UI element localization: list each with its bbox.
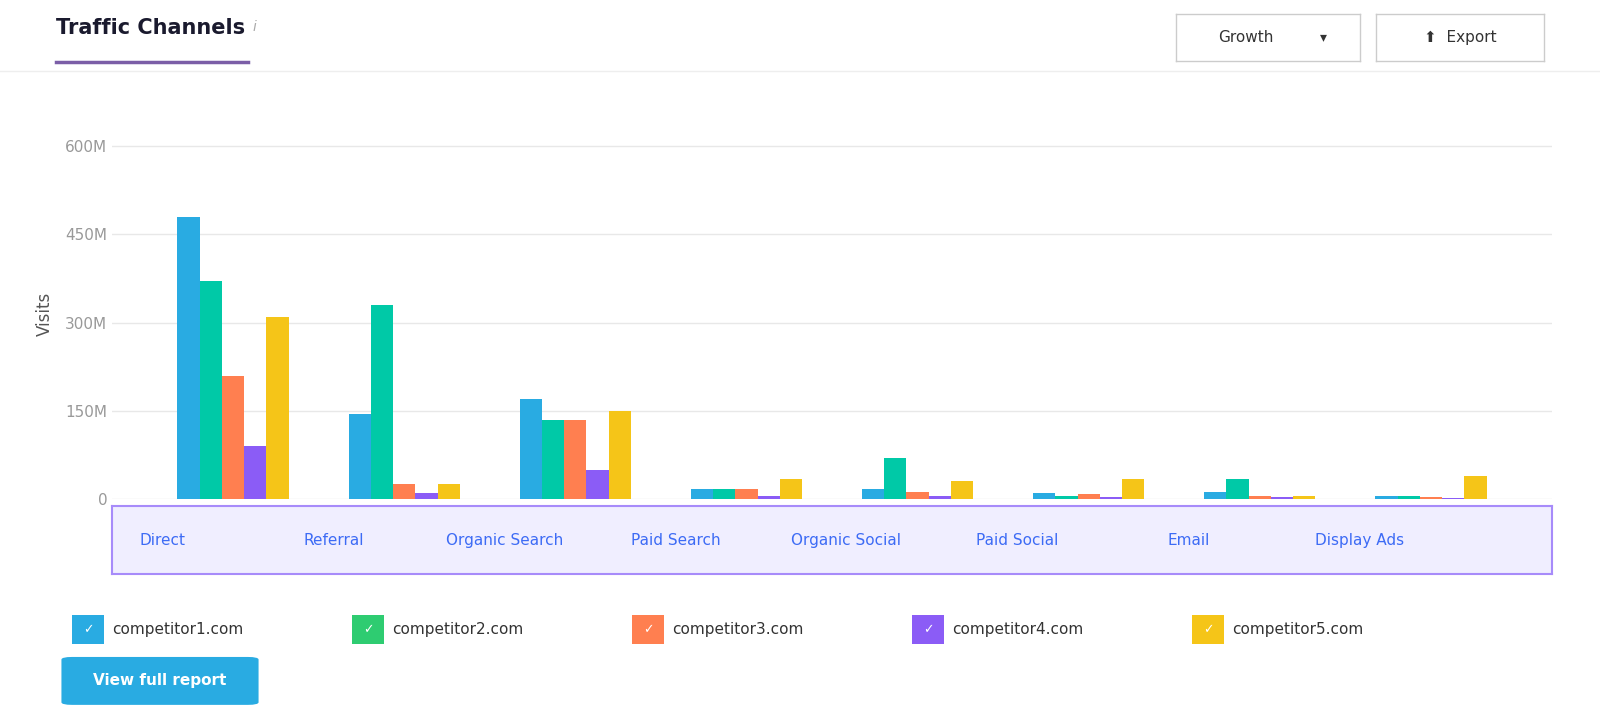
Bar	[1419, 498, 1442, 499]
Text: ▾: ▾	[1320, 31, 1326, 44]
Bar	[691, 489, 714, 499]
Bar	[587, 470, 608, 499]
Bar	[1056, 496, 1077, 499]
FancyBboxPatch shape	[1189, 613, 1227, 646]
Bar	[1442, 498, 1464, 499]
Bar	[928, 496, 950, 499]
Bar	[862, 488, 885, 499]
Bar	[1122, 478, 1144, 499]
Bar	[267, 317, 288, 499]
Text: competitor1.com: competitor1.com	[112, 622, 243, 637]
Text: ✓: ✓	[363, 623, 373, 636]
Text: Direct: Direct	[139, 533, 186, 548]
Bar	[200, 282, 222, 499]
Text: Growth: Growth	[1218, 30, 1274, 45]
Text: ✓: ✓	[83, 623, 93, 636]
Bar	[1248, 496, 1270, 499]
Text: Display Ads: Display Ads	[1315, 533, 1403, 548]
Text: Organic Search: Organic Search	[446, 533, 563, 548]
Bar	[416, 493, 437, 499]
Bar	[950, 481, 973, 499]
Bar	[907, 492, 928, 499]
Bar	[779, 478, 802, 499]
Text: Traffic Channels: Traffic Channels	[56, 18, 245, 38]
Text: competitor2.com: competitor2.com	[392, 622, 523, 637]
FancyBboxPatch shape	[629, 613, 667, 646]
Text: Paid Social: Paid Social	[976, 533, 1059, 548]
Bar	[178, 217, 200, 499]
Bar	[736, 488, 757, 499]
Text: ⬆  Export: ⬆ Export	[1424, 30, 1496, 45]
Bar	[1034, 493, 1056, 499]
Text: View full report: View full report	[93, 673, 227, 689]
Bar	[1205, 492, 1227, 499]
Text: competitor5.com: competitor5.com	[1232, 622, 1363, 637]
Bar	[1397, 496, 1419, 499]
Text: competitor4.com: competitor4.com	[952, 622, 1083, 637]
Bar	[757, 496, 779, 499]
Bar	[1077, 494, 1099, 499]
FancyBboxPatch shape	[349, 613, 387, 646]
Text: Paid Search: Paid Search	[630, 533, 720, 548]
Text: Organic Social: Organic Social	[792, 533, 901, 548]
Bar	[1376, 496, 1397, 499]
Text: ✓: ✓	[1203, 623, 1213, 636]
Bar	[520, 399, 542, 499]
Text: Email: Email	[1168, 533, 1210, 548]
FancyBboxPatch shape	[909, 613, 947, 646]
Bar	[394, 484, 416, 499]
Text: ✓: ✓	[923, 623, 933, 636]
Bar	[437, 484, 459, 499]
Bar	[565, 420, 587, 499]
Bar	[1293, 496, 1315, 499]
Bar	[1227, 478, 1248, 499]
Bar	[349, 414, 371, 499]
FancyBboxPatch shape	[61, 657, 259, 705]
Text: i: i	[253, 20, 256, 34]
Text: competitor3.com: competitor3.com	[672, 622, 803, 637]
Bar	[1270, 498, 1293, 499]
Bar	[714, 489, 736, 499]
Bar	[222, 376, 245, 499]
Bar	[885, 458, 907, 499]
FancyBboxPatch shape	[69, 613, 107, 646]
Bar	[1099, 498, 1122, 499]
Bar	[245, 446, 267, 499]
Bar	[542, 420, 565, 499]
Bar	[1464, 476, 1486, 499]
Y-axis label: Visits: Visits	[35, 292, 54, 336]
Bar	[608, 411, 630, 499]
Text: ✓: ✓	[643, 623, 653, 636]
Text: Referral: Referral	[302, 533, 363, 548]
Bar	[371, 305, 394, 499]
